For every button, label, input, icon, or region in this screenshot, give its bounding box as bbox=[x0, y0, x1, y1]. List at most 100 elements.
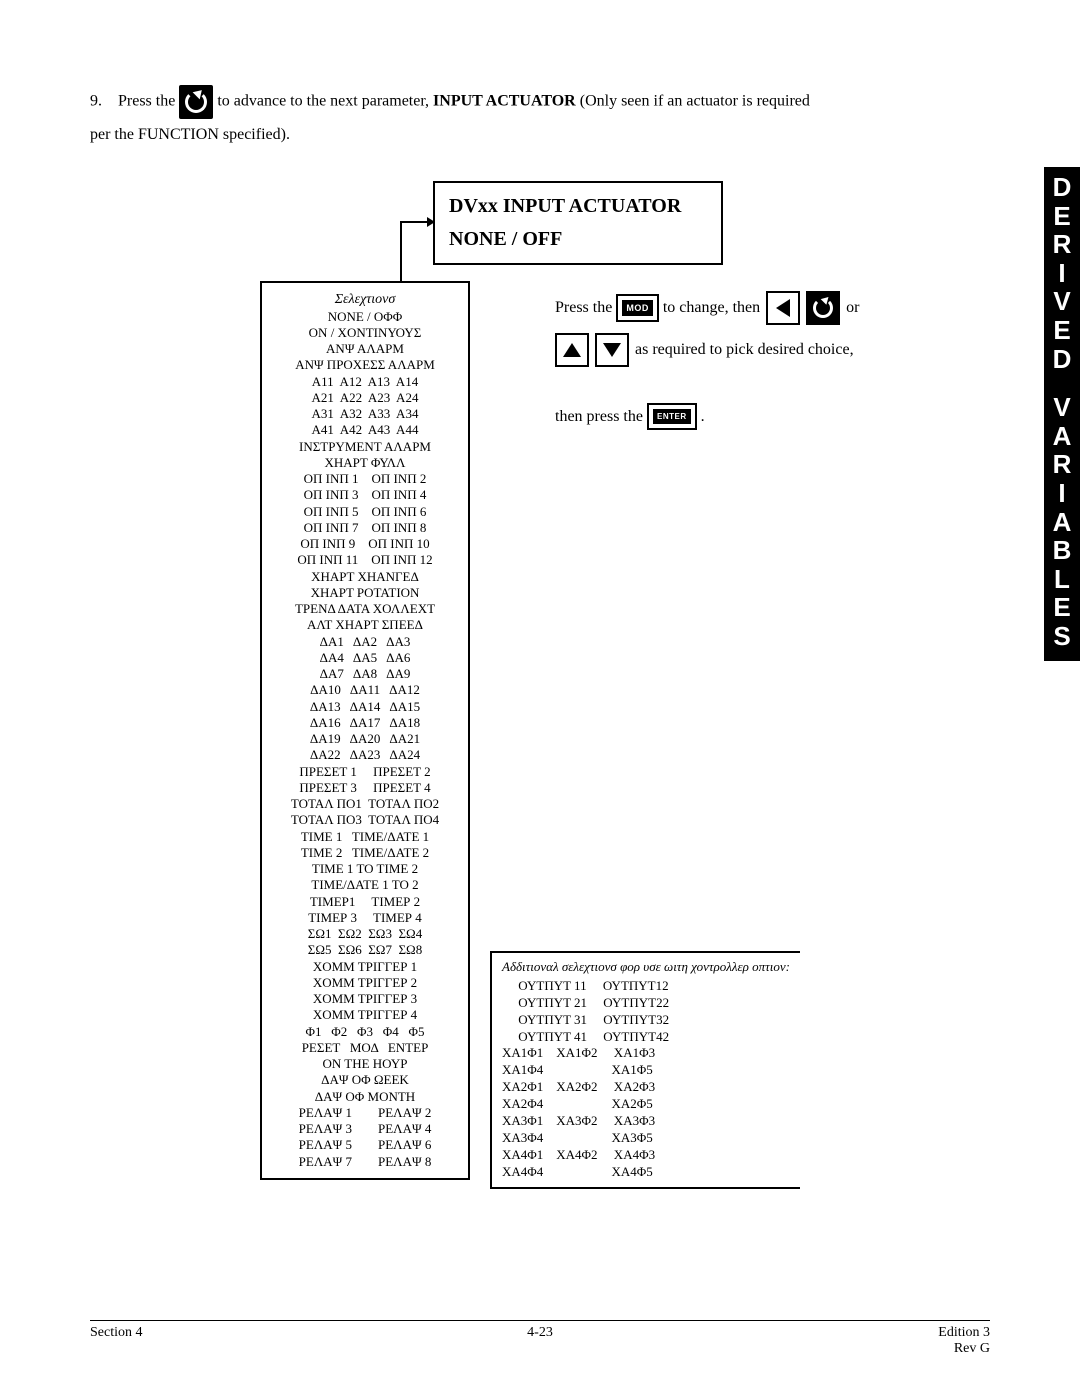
selection-item: ΔΑ10 ΔΑ11 ΔΑ12 bbox=[266, 682, 464, 698]
selection-item: Α41 Α42 Α43 Α44 bbox=[266, 422, 464, 438]
side-tab-letter: I bbox=[1044, 479, 1080, 508]
selections-header: Σελεχτιονσ bbox=[266, 291, 464, 309]
side-tab-letter: E bbox=[1044, 593, 1080, 622]
selection-item: ΠΡΕΣΕΤ 1 ΠΡΕΣΕΤ 2 bbox=[266, 764, 464, 780]
side-tab-letter: A bbox=[1044, 508, 1080, 537]
selection-item: Α11 Α12 Α13 Α14 bbox=[266, 374, 464, 390]
selection-item: ΧΗΑΡΤ ΦΥΛΛ bbox=[266, 455, 464, 471]
selection-item: ΟΠ ΙΝΠ 7 ΟΠ ΙΝΠ 8 bbox=[266, 520, 464, 536]
selection-item: ΔΑ16 ΔΑ17 ΔΑ18 bbox=[266, 715, 464, 731]
down-arrow-icon bbox=[595, 333, 629, 367]
selection-item: ΟΠ ΙΝΠ 11 ΟΠ ΙΝΠ 12 bbox=[266, 552, 464, 568]
selection-item: ΔΑ19 ΔΑ20 ΔΑ21 bbox=[266, 731, 464, 747]
side-tab-letter: R bbox=[1044, 230, 1080, 259]
footer-right1: Edition 3 bbox=[938, 1325, 990, 1341]
additional-item: ΧΑ1Φ1 ΧΑ1Φ2 ΧΑ1Φ3 bbox=[502, 1045, 790, 1062]
selection-item: ΑΝΨ ΑΛΑΡΜ bbox=[266, 341, 464, 357]
selection-item: ΔΑ7 ΔΑ8 ΔΑ9 bbox=[266, 666, 464, 682]
side-tab-letter: R bbox=[1044, 450, 1080, 479]
selection-item: ΤΙΜΕ/ΔΑΤΕ 1 ΤΟ 2 bbox=[266, 877, 464, 893]
additional-item: ΟΥΤΠΥΤ 21 ΟΥΤΠΥΤ22 bbox=[502, 995, 790, 1012]
selection-item: ΤΟΤΑΛ ΠΟ1 ΤΟΤΑΛ ΠΟ2 bbox=[266, 796, 464, 812]
param-value: NONE / OFF bbox=[449, 228, 707, 251]
side-tab-letter: V bbox=[1044, 287, 1080, 316]
side-tab-letter: A bbox=[1044, 422, 1080, 451]
selection-item: Φ1 Φ2 Φ3 Φ4 Φ5 bbox=[266, 1024, 464, 1040]
selection-item: ΤΡΕΝΔ ΔΑΤΑ ΧΟΛΛΕΧΤ bbox=[266, 601, 464, 617]
selection-item: ΟΠ ΙΝΠ 5 ΟΠ ΙΝΠ 6 bbox=[266, 504, 464, 520]
left-arrow-icon bbox=[766, 291, 800, 325]
step2-text: as required to pick desired choice, bbox=[635, 341, 854, 359]
selection-item: ΧΟΜΜ ΤΡΙΓΓΕΡ 1 bbox=[266, 959, 464, 975]
selection-item: ΔΑΨ ΟΦ ΩΕΕΚ bbox=[266, 1072, 464, 1088]
step3-dot: . bbox=[701, 408, 705, 426]
enter-button: ENTER bbox=[649, 405, 695, 428]
selection-item: ΟΠ ΙΝΠ 3 ΟΠ ΙΝΠ 4 bbox=[266, 487, 464, 503]
selection-item: ΤΟΤΑΛ ΠΟ3 ΤΟΤΑΛ ΠΟ4 bbox=[266, 812, 464, 828]
selection-item: ΡΕΛΑΨ 7 ΡΕΛΑΨ 8 bbox=[266, 1154, 464, 1170]
selection-item: ΤΙΜΕΡ1 ΤΙΜΕΡ 2 bbox=[266, 894, 464, 910]
selection-item: ΔΑ1 ΔΑ2 ΔΑ3 bbox=[266, 634, 464, 650]
side-tab-letter: D bbox=[1044, 345, 1080, 374]
page-footer: Section 4 4-23 Edition 3 Rev G bbox=[90, 1320, 990, 1357]
selection-item: ΣΩ1 ΣΩ2 ΣΩ3 ΣΩ4 bbox=[266, 926, 464, 942]
cycle-icon bbox=[179, 85, 213, 119]
selection-item: ΙΝΣΤΡΥΜΕΝΤ ΑΛΑΡΜ bbox=[266, 439, 464, 455]
step1-mid: to change, then bbox=[663, 299, 760, 317]
instruction-steps: Press the MOD to change, then or as requ… bbox=[555, 291, 985, 436]
intro-paragraph: 9. Press the to advance to the next para… bbox=[90, 85, 990, 151]
selection-item: ΔΑ4 ΔΑ5 ΔΑ6 bbox=[266, 650, 464, 666]
intro-post2: (Only seen if an actuator is required bbox=[580, 93, 810, 110]
step-number: 9. bbox=[90, 93, 102, 110]
selection-item: ΟΝ / ΧΟΝΤΙΝΥΟΥΣ bbox=[266, 325, 464, 341]
param-name: DVxx INPUT ACTUATOR bbox=[449, 195, 707, 218]
additional-item: ΧΑ3Φ1 ΧΑ3Φ2 ΧΑ3Φ3 bbox=[502, 1113, 790, 1130]
selection-item: ΣΩ5 ΣΩ6 ΣΩ7 ΣΩ8 bbox=[266, 942, 464, 958]
side-tab-letter: D bbox=[1044, 173, 1080, 202]
selection-item: ΡΕΛΑΨ 3 ΡΕΛΑΨ 4 bbox=[266, 1121, 464, 1137]
additional-item: ΟΥΤΠΥΤ 11 ΟΥΤΠΥΤ12 bbox=[502, 978, 790, 995]
selection-item: ΔΑΨ ΟΦ ΜΟΝΤΗ bbox=[266, 1089, 464, 1105]
footer-right2: Rev G bbox=[938, 1341, 990, 1357]
selection-item: ΤΙΜΕΡ 3 ΤΙΜΕΡ 4 bbox=[266, 910, 464, 926]
selection-item: ΤΙΜΕ 1 ΤΟ ΤΙΜΕ 2 bbox=[266, 861, 464, 877]
selection-item: ΧΗΑΡΤ ΧΗΑΝΓΕΔ bbox=[266, 569, 464, 585]
side-tab-letter: B bbox=[1044, 536, 1080, 565]
selection-item: ΡΕΣΕΤ ΜΟΔ ΕΝΤΕΡ bbox=[266, 1040, 464, 1056]
selection-item: ΟΝ ΤΗΕ ΗΟΥΡ bbox=[266, 1056, 464, 1072]
side-tab-letter: E bbox=[1044, 316, 1080, 345]
selection-item: ΑΝΨ ΠΡΟΧΕΣΣ ΑΛΑΡΜ bbox=[266, 357, 464, 373]
additional-item: ΧΑ2Φ1 ΧΑ2Φ2 ΧΑ2Φ3 bbox=[502, 1079, 790, 1096]
selection-item: ΡΕΛΑΨ 1 ΡΕΛΑΨ 2 bbox=[266, 1105, 464, 1121]
selection-item: ΠΡΕΣΕΤ 3 ΠΡΕΣΕΤ 4 bbox=[266, 780, 464, 796]
selection-item: ΝΟΝΕ / ΟΦΦ bbox=[266, 309, 464, 325]
selection-item: ΧΟΜΜ ΤΡΙΓΓΕΡ 4 bbox=[266, 1007, 464, 1023]
mod-button: MOD bbox=[618, 296, 657, 320]
selection-item: ΧΟΜΜ ΤΡΙΓΓΕΡ 2 bbox=[266, 975, 464, 991]
parameter-title-box: DVxx INPUT ACTUATOR NONE / OFF bbox=[433, 181, 723, 265]
side-tab-letter: E bbox=[1044, 202, 1080, 231]
up-arrow-icon bbox=[555, 333, 589, 367]
footer-center: 4-23 bbox=[527, 1325, 553, 1341]
step1-pre: Press the bbox=[555, 299, 612, 317]
selections-list-box: Σελεχτιονσ ΝΟΝΕ / ΟΦΦΟΝ / ΧΟΝΤΙΝΥΟΥΣΑΝΨ … bbox=[260, 281, 470, 1180]
selection-item: ΔΑ13 ΔΑ14 ΔΑ15 bbox=[266, 699, 464, 715]
selection-item: ΤΙΜΕ 2 ΤΙΜΕ/ΔΑΤΕ 2 bbox=[266, 845, 464, 861]
side-tab-letter: I bbox=[1044, 259, 1080, 288]
footer-left: Section 4 bbox=[90, 1325, 143, 1357]
side-tab-letter: L bbox=[1044, 565, 1080, 594]
additional-item: ΧΑ3Φ4 ΧΑ3Φ5 bbox=[502, 1130, 790, 1147]
side-tab-letter: V bbox=[1044, 393, 1080, 422]
step1-or: or bbox=[846, 299, 859, 317]
additional-item: ΟΥΤΠΥΤ 41 ΟΥΤΠΥΤ42 bbox=[502, 1029, 790, 1046]
additional-selections-box: Αδδιτιοναλ σελεχτιονσ φορ υσε ωιτη χοντρ… bbox=[490, 951, 800, 1189]
selection-item: ΡΕΛΑΨ 5 ΡΕΛΑΨ 6 bbox=[266, 1137, 464, 1153]
intro-line2: per the FUNCTION specified). bbox=[90, 126, 290, 143]
selection-item: ΑΛΤ ΧΗΑΡΤ ΣΠΕΕΔ bbox=[266, 617, 464, 633]
additional-header: Αδδιτιοναλ σελεχτιονσ φορ υσε ωιτη χοντρ… bbox=[502, 959, 790, 976]
selection-item: Α31 Α32 Α33 Α34 bbox=[266, 406, 464, 422]
additional-item: ΟΥΤΠΥΤ 31 ΟΥΤΠΥΤ32 bbox=[502, 1012, 790, 1029]
intro-pre: Press the bbox=[118, 93, 175, 110]
cycle-arrow-icon bbox=[806, 291, 840, 325]
additional-item: ΧΑ2Φ4 ΧΑ2Φ5 bbox=[502, 1096, 790, 1113]
